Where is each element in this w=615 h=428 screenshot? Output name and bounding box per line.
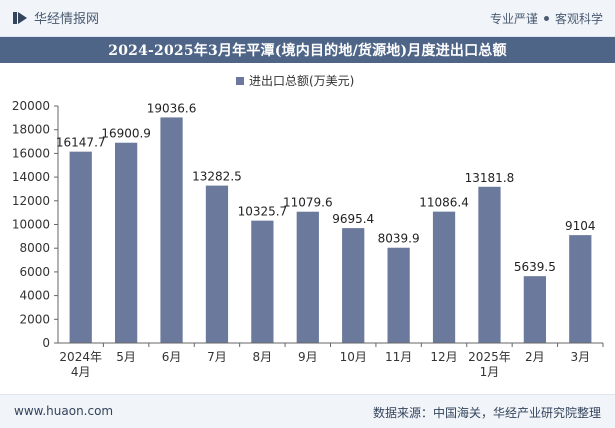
y-tick-label: 18000 [12, 123, 50, 137]
value-label: 11079.6 [283, 196, 333, 210]
bars [69, 117, 592, 343]
x-tick-label: 9月 [298, 350, 318, 364]
bar [478, 186, 501, 343]
value-label: 9695.4 [332, 212, 374, 226]
y-tick-label: 2000 [19, 312, 50, 326]
tagline-left: 专业严谨 [489, 12, 538, 26]
y-axis: 0 2000 4000 6000 8000 10000 12000 14000 16000 180… [12, 99, 59, 350]
legend-label: 进出口总额(万美元) [249, 74, 354, 88]
footer-source: 数据来源：中国海关，华经产业研究院整理 [372, 406, 601, 420]
bar-chart: 进出口总额(万美元) 0 2000 4000 6000 8000 10000 12000 14… [12, 74, 604, 379]
x-tick-label: 7月 [207, 350, 227, 364]
y-tick-label: 10000 [12, 218, 50, 232]
y-tick-label: 14000 [12, 170, 50, 184]
y-tick-label: 0 [42, 336, 50, 350]
chart-title: 2024-2025年3月年平潭(境内目的地/货源地)月度进出口总额 [108, 43, 507, 59]
y-tick-label: 12000 [12, 194, 50, 208]
header-bar: 华经情报网 专业严谨 客观科学 [0, 0, 615, 37]
x-tick-label: 10月 [340, 350, 367, 364]
brand: 华经情报网 [12, 8, 99, 27]
x-tick-label: 6月 [162, 350, 182, 364]
y-tick-label: 8000 [19, 241, 50, 255]
bar [205, 185, 229, 343]
chart-legend: 进出口总额(万美元) [236, 74, 354, 88]
value-label: 13282.5 [192, 170, 242, 184]
bar [432, 211, 456, 343]
tagline: 专业严谨 客观科学 [490, 10, 603, 27]
bar [160, 117, 183, 343]
chart-area: 进出口总额(万美元) 0 2000 4000 6000 8000 10000 12000 14… [0, 63, 615, 393]
x-tick-label: 12月 [430, 350, 457, 364]
bar [523, 276, 547, 343]
y-tick-label: 6000 [19, 265, 50, 279]
bar [342, 228, 365, 343]
bar [114, 142, 138, 343]
bullet-dot-icon [543, 16, 549, 21]
x-tick-label: 2025年 1月 [468, 350, 511, 379]
footer-bar: www.huaon.com 数据来源：中国海关，华经产业研究院整理 [0, 394, 615, 428]
value-label: 8039.9 [378, 232, 420, 246]
x-tick-label: 11月 [385, 350, 412, 364]
value-label: 16900.9 [101, 127, 151, 141]
value-label: 5639.5 [514, 260, 556, 274]
x-tick-label: 2月 [525, 350, 545, 364]
huajing-logo-icon [13, 11, 27, 24]
bar [251, 220, 274, 343]
x-tick-label: 5月 [116, 350, 136, 364]
bar [387, 247, 410, 343]
x-tick-label: 3月 [570, 350, 590, 364]
y-tick-label: 16000 [12, 146, 50, 160]
value-label: 13181.8 [465, 171, 515, 185]
x-axis: 2024年 4月 5月 6月 7月 8月 9月 10月 11月 12月 2025年 1月 2月 3月 [58, 342, 604, 379]
legend-swatch [236, 77, 244, 85]
value-label: 11086.4 [419, 196, 469, 210]
y-tick-label: 4000 [19, 289, 50, 303]
bar [69, 151, 92, 343]
bar [296, 211, 319, 343]
value-label: 9104 [565, 219, 596, 233]
y-tick-label: 20000 [12, 99, 50, 113]
title-bar: 2024-2025年3月年平潭(境内目的地/货源地)月度进出口总额 [0, 37, 615, 63]
footer-website: www.huaon.com [14, 404, 114, 418]
bar [569, 235, 592, 343]
tagline-right: 客观科学 [554, 12, 603, 26]
x-tick-label: 8月 [253, 350, 273, 364]
value-label: 16147.7 [56, 136, 106, 150]
value-label: 19036.6 [147, 101, 197, 115]
brand-name: 华经情报网 [34, 12, 100, 27]
value-label: 10325.7 [238, 205, 288, 219]
x-tick-label: 2024年 4月 [59, 350, 102, 379]
